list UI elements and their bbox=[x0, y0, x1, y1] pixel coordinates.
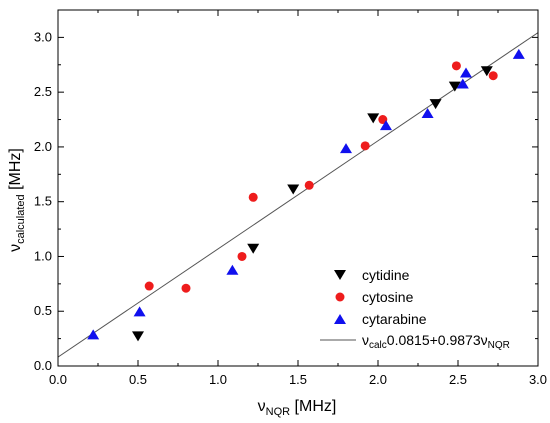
data-point-cytarabine bbox=[226, 264, 239, 275]
x-tick-label: 2.5 bbox=[449, 372, 467, 387]
data-point-cytosine bbox=[237, 251, 247, 261]
y-axis-label: νcalculated [MHz] bbox=[7, 148, 27, 252]
x-tick-label: 2.0 bbox=[369, 372, 387, 387]
data-point-cytosine bbox=[144, 281, 154, 291]
data-point-cytarabine bbox=[456, 78, 469, 89]
legend-entry-cytosine: cytosine bbox=[335, 289, 414, 305]
y-tick-label: 2.0 bbox=[34, 139, 52, 154]
legend: cytidine cytosine cytarabine νcalc0.0815… bbox=[320, 267, 510, 351]
x-tick-label: 3.0 bbox=[529, 372, 547, 387]
x-tick-label: 0.5 bbox=[129, 372, 147, 387]
x-axis-label-subscript: NQR bbox=[266, 406, 291, 418]
data-point-cytarabine bbox=[512, 48, 525, 59]
x-tick-label: 0.0 bbox=[49, 372, 67, 387]
data-point-cytosine bbox=[488, 71, 498, 81]
data-point-cytarabine bbox=[133, 306, 146, 317]
series-cytidine bbox=[132, 66, 493, 342]
y-axis-label-subscript: calculated bbox=[15, 194, 27, 244]
legend-entry-fit: νcalc0.0815+0.9873νNQR bbox=[320, 332, 510, 351]
fit-line bbox=[58, 32, 538, 358]
data-point-cytosine bbox=[304, 180, 314, 190]
data-point-cytarabine bbox=[380, 120, 392, 131]
data-point-cytosine bbox=[451, 61, 461, 71]
plot-frame bbox=[57, 9, 539, 367]
data-point-cytidine bbox=[448, 81, 461, 92]
legend-label-cytidine: cytidine bbox=[362, 267, 410, 283]
data-point-cytidine bbox=[247, 243, 260, 254]
y-axis-label-unit: [MHz] bbox=[7, 148, 24, 194]
data-point-cytarabine bbox=[460, 67, 472, 78]
axis-ticks-layer: 0.0 0.5 1.0 1.5 2.0 2.5 3.0 0.0 0.5 1.0 1.5 2.0 2.5 3… bbox=[34, 10, 547, 387]
x-tick-label: 1.5 bbox=[289, 372, 307, 387]
y-tick-label: 0.5 bbox=[34, 303, 52, 318]
legend-label-cytarabine: cytarabine bbox=[362, 311, 427, 327]
data-point-cytidine bbox=[480, 66, 493, 77]
x-axis-label: νNQR [MHz] bbox=[258, 398, 337, 418]
fit-line-layer bbox=[58, 32, 538, 358]
legend-marker-cytarabine bbox=[334, 314, 346, 324]
legend-marker-cytidine bbox=[334, 270, 346, 280]
legend-label-cytosine: cytosine bbox=[362, 289, 414, 305]
data-point-cytidine bbox=[287, 184, 300, 195]
series-cytarabine bbox=[87, 48, 525, 340]
data-points-layer bbox=[87, 48, 525, 342]
y-tick-label: 3.0 bbox=[34, 29, 52, 44]
series-cytosine bbox=[144, 61, 498, 293]
data-point-cytidine bbox=[132, 331, 144, 342]
y-tick-label: 1.0 bbox=[34, 248, 52, 263]
data-point-cytidine bbox=[429, 99, 442, 110]
x-axis-label-symbol: ν bbox=[258, 398, 266, 415]
legend-marker-cytosine bbox=[335, 292, 345, 302]
data-point-cytosine bbox=[360, 141, 370, 151]
legend-entry-cytarabine: cytarabine bbox=[334, 311, 427, 327]
y-tick-label: 2.5 bbox=[34, 84, 52, 99]
y-axis-label-symbol: ν bbox=[7, 244, 24, 252]
y-tick-label: 0.0 bbox=[34, 358, 52, 373]
x-axis-label-unit: [MHz] bbox=[290, 398, 336, 415]
legend-entry-cytidine: cytidine bbox=[334, 267, 410, 283]
data-point-cytarabine bbox=[340, 143, 352, 154]
data-point-cytarabine bbox=[421, 108, 434, 119]
legend-label-fit: νcalc0.0815+0.9873νNQR bbox=[362, 332, 510, 351]
data-point-cytarabine bbox=[87, 329, 100, 340]
data-point-cytosine bbox=[181, 283, 191, 293]
data-point-cytidine bbox=[367, 113, 380, 124]
y-tick-label: 1.5 bbox=[34, 194, 52, 209]
data-point-cytosine bbox=[248, 192, 258, 202]
x-tick-label: 1.0 bbox=[209, 372, 227, 387]
